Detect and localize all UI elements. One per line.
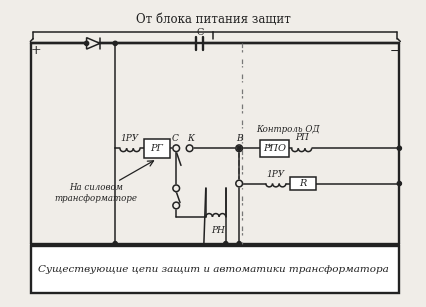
Text: РПО: РПО	[262, 144, 285, 153]
Circle shape	[173, 202, 179, 209]
Bar	[144, 139, 170, 158]
Circle shape	[396, 146, 400, 150]
Text: К: К	[187, 134, 193, 143]
Bar	[31, 246, 398, 293]
Text: РП: РП	[294, 133, 308, 142]
Text: 1РУ: 1РУ	[266, 169, 284, 178]
Text: R: R	[299, 179, 306, 188]
Circle shape	[236, 146, 241, 150]
Circle shape	[236, 242, 241, 246]
Bar	[259, 140, 288, 157]
Text: Контроль ОД: Контроль ОД	[256, 125, 319, 134]
Circle shape	[173, 185, 179, 192]
Text: В: В	[235, 134, 242, 143]
Text: 1РУ: 1РУ	[120, 134, 138, 143]
Circle shape	[186, 145, 193, 152]
Text: +: +	[266, 142, 272, 150]
Circle shape	[113, 242, 117, 246]
Circle shape	[235, 180, 242, 187]
Text: РН: РН	[211, 226, 225, 235]
Circle shape	[223, 242, 227, 246]
Text: На силовом
трансформаторе: На силовом трансформаторе	[55, 183, 137, 203]
Text: Существующие цепи защит и автоматики трансформатора: Существующие цепи защит и автоматики тра…	[38, 265, 388, 274]
Text: +: +	[31, 45, 41, 57]
Circle shape	[84, 41, 89, 45]
Circle shape	[235, 145, 242, 152]
Circle shape	[173, 145, 179, 152]
Text: С: С	[196, 28, 203, 37]
Text: −: −	[389, 45, 399, 57]
Polygon shape	[86, 38, 100, 49]
Bar	[289, 177, 316, 190]
Text: РГ: РГ	[150, 144, 163, 153]
Text: С: С	[171, 134, 178, 143]
Circle shape	[396, 181, 400, 186]
Text: От блока питания защит: От блока питания защит	[135, 13, 290, 26]
Circle shape	[113, 41, 117, 45]
